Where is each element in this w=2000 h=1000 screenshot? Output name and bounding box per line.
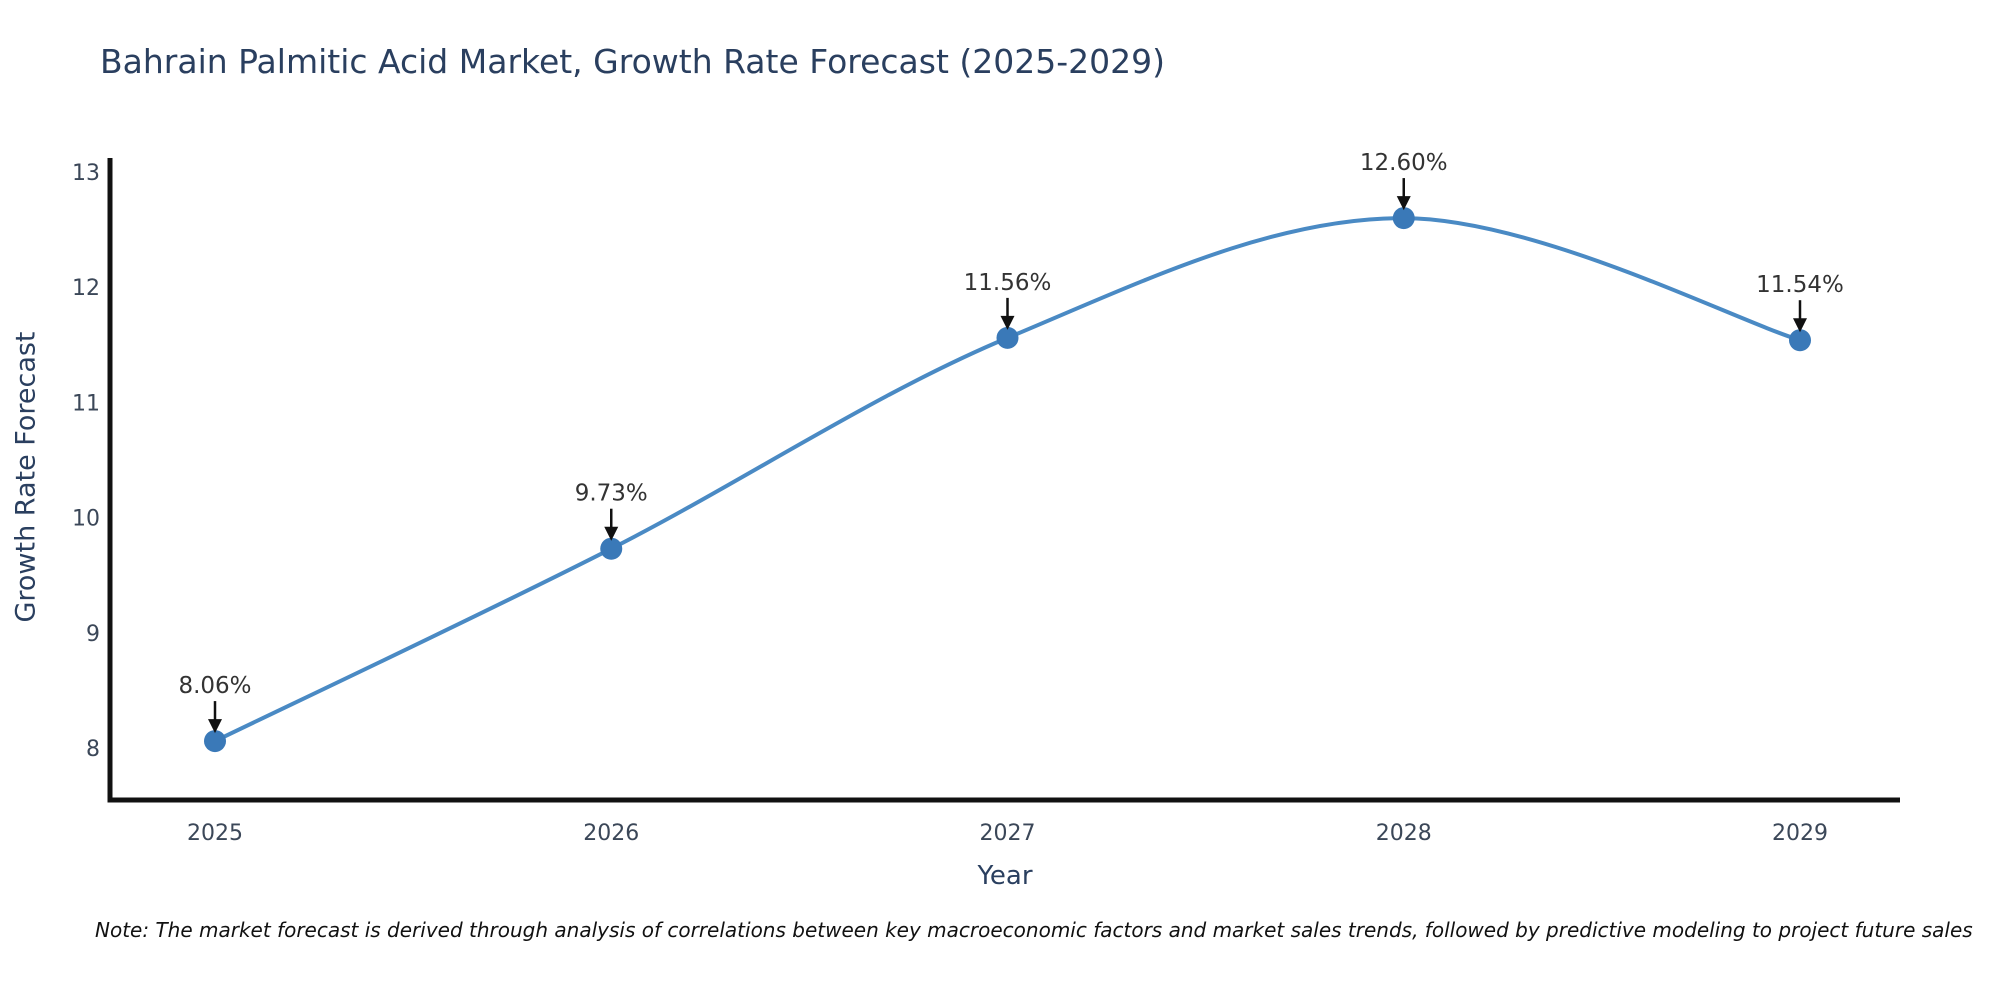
annotation-arrow-head [1396,196,1411,211]
data-point-marker[interactable] [1392,207,1415,230]
x-tick-label: 2027 [980,821,1036,846]
y-tick-label: 12 [72,276,100,301]
annotation-arrow-head [1793,318,1807,333]
x-tick-label: 2026 [583,821,639,846]
x-tick-label: 2029 [1772,821,1828,846]
y-tick-label: 9 [86,622,100,647]
point-annotation-label: 11.54% [1756,272,1844,298]
annotation-arrow-head [208,719,222,734]
y-tick-label: 10 [72,507,100,532]
data-point-marker[interactable] [1789,329,1811,352]
y-tick-label: 8 [86,737,100,762]
point-annotation-label: 11.56% [964,270,1052,296]
annotation-arrow-head [1000,315,1015,330]
annotation-arrow-head [604,526,619,541]
axis-line [107,158,1900,803]
point-annotation-label: 8.06% [178,673,251,699]
point-annotation-label: 9.73% [575,481,648,507]
y-tick-label: 11 [72,391,100,416]
x-tick-label: 2028 [1376,821,1432,846]
series-line [213,216,1802,744]
line-chart-canvas: 8 9 10 11 12 13 2025 2026 2027 2028 2029 8.06% 9.73%… [72,150,1900,846]
footnote: Note: The market forecast is derived thr… [95,918,1973,942]
data-point-marker[interactable] [204,730,226,753]
point-annotation-label: 12.60% [1360,150,1448,176]
data-point-marker[interactable] [996,326,1019,349]
chart-title: Bahrain Palmitic Acid Market, Growth Rat… [100,42,1166,81]
x-axis-label: Year [977,861,1033,891]
x-tick-label: 2025 [187,821,243,846]
y-tick-label: 13 [72,161,100,186]
data-point-marker[interactable] [600,537,623,560]
